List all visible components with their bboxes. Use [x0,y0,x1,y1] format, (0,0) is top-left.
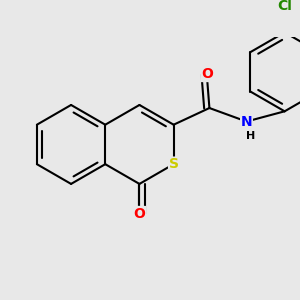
Text: O: O [134,206,146,220]
Text: N: N [241,115,252,128]
Text: S: S [169,157,178,171]
Text: H: H [246,131,255,141]
Text: O: O [201,68,213,82]
Text: Cl: Cl [277,0,292,13]
